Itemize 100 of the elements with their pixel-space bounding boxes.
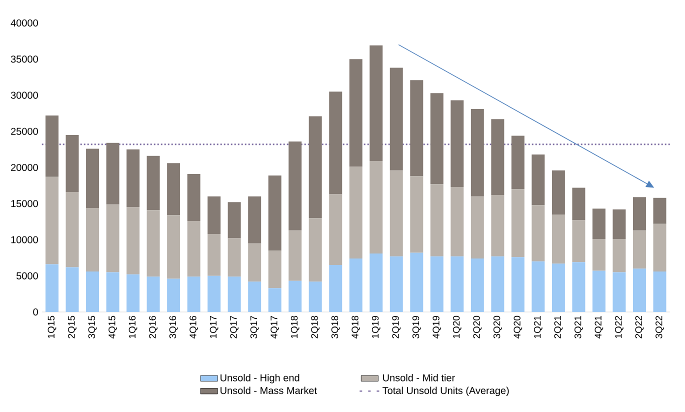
bar: [228, 238, 241, 277]
bar: [653, 198, 666, 224]
x-tick-label: 3Q20: [493, 316, 502, 338]
bar: [592, 270, 606, 312]
bar: [288, 230, 302, 281]
bar: [430, 93, 444, 184]
bar: [248, 243, 262, 282]
bar: [612, 239, 626, 272]
y-tick-label: 10000: [11, 236, 38, 244]
x-tick-label: 1Q15: [48, 316, 56, 338]
x-tick-label: 4Q19: [432, 316, 442, 339]
bar: [187, 174, 200, 221]
y-tick-label: 20000: [11, 164, 38, 172]
bar: [66, 134, 79, 192]
bar: [208, 276, 221, 312]
x-tick-label: 2Q18: [311, 316, 320, 338]
y-tick-label: 30000: [10, 92, 38, 99]
bar: [228, 202, 241, 238]
x-tick-label: 1Q21: [534, 316, 542, 338]
bar: [86, 208, 100, 272]
x-tick-label: 3Q22: [656, 316, 664, 338]
bar: [410, 80, 424, 176]
bar: [349, 166, 362, 259]
x-tick-label: 4Q18: [352, 316, 360, 339]
bar: [329, 265, 342, 312]
bar: [268, 250, 282, 288]
x-tick-label: 4Q21: [594, 316, 604, 339]
x-tick-label: 3Q21: [574, 316, 583, 338]
bar: [46, 176, 59, 264]
y-tick-label: 15000: [11, 200, 38, 208]
bar: [390, 256, 403, 312]
x-tick-label: 4Q17: [270, 316, 280, 339]
x-tick-label: 3Q16: [169, 316, 178, 338]
bar: [370, 45, 383, 161]
y-tick-label: 35000: [10, 56, 38, 63]
bar: [532, 261, 545, 312]
bar: [167, 215, 180, 279]
y-tick-label: 25000: [11, 128, 38, 135]
bar: [208, 234, 221, 276]
bar: [187, 276, 200, 312]
bar: [329, 92, 342, 194]
x-tick-label: 4Q16: [190, 316, 198, 339]
bar: [552, 214, 565, 264]
bar: [106, 204, 120, 272]
bar: [470, 258, 484, 312]
bar: [653, 224, 666, 272]
bar: [126, 274, 140, 312]
bar: [66, 267, 79, 312]
x-tick-label: 1Q17: [210, 316, 218, 338]
legend-label: Total Unsold Units (Average): [382, 386, 509, 396]
x-tick-label: 2Q19: [392, 316, 401, 338]
bar: [66, 192, 79, 268]
bar: [572, 220, 586, 262]
bar: [370, 253, 383, 312]
bar: [248, 282, 262, 312]
bar: [632, 197, 646, 230]
bar: [106, 142, 120, 204]
bar: [46, 264, 59, 312]
x-tick-label: 3Q19: [412, 316, 421, 338]
bar: [592, 208, 606, 240]
y-tick-label: 0: [33, 308, 38, 316]
bar: [370, 160, 383, 254]
bar: [410, 176, 424, 253]
bar: [86, 272, 100, 312]
bar: [126, 207, 140, 274]
bar: [308, 282, 322, 312]
bar: [288, 280, 302, 312]
bar: [187, 220, 200, 277]
bar: [106, 272, 120, 312]
bar: [511, 136, 524, 190]
bar: [329, 194, 342, 266]
bar: [410, 252, 424, 312]
bar: [470, 108, 484, 196]
x-tick-label: 1Q16: [128, 316, 138, 338]
x-tick-label: 2Q21: [554, 316, 563, 338]
x-tick-label: 1Q19: [372, 316, 380, 338]
bar: [126, 149, 140, 208]
y-tick-label: 5000: [16, 272, 38, 280]
x-tick-label: 4Q15: [108, 316, 118, 339]
bar: [308, 218, 322, 282]
x-tick-label: 2Q15: [68, 316, 76, 338]
bar: [349, 258, 362, 312]
x-tick-label: 3Q15: [88, 316, 97, 338]
bar: [511, 257, 524, 312]
bar: [491, 194, 504, 256]
x-tick-label: 2Q20: [473, 316, 482, 338]
y-tick-label: 40000: [10, 19, 38, 27]
legend-label: Unsold - Mass Market: [220, 386, 317, 394]
bar: [450, 100, 464, 187]
bar: [532, 205, 545, 262]
bar: [470, 196, 484, 259]
x-tick-label: 3Q18: [331, 316, 340, 338]
bar: [146, 210, 160, 277]
bar: [612, 272, 626, 312]
bar: [653, 272, 666, 312]
bar: [430, 256, 444, 312]
bar: [632, 268, 646, 312]
bar: [450, 256, 464, 312]
bar: [511, 189, 524, 258]
bar: [572, 188, 586, 220]
